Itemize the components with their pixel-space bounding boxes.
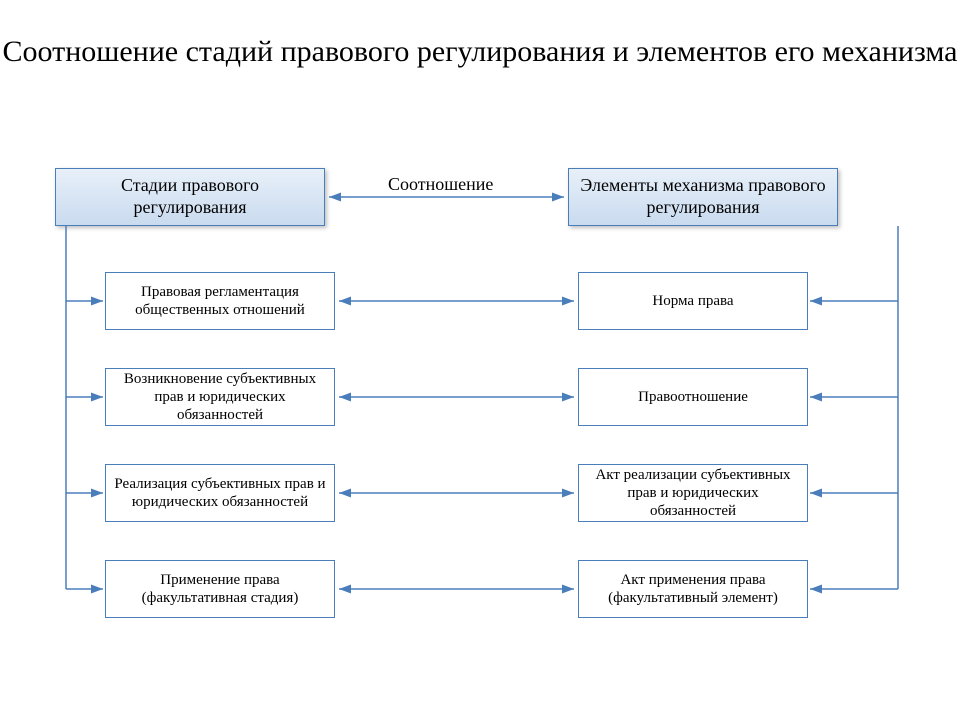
element-item-1: Правоотношение — [578, 368, 808, 426]
header-stages: Стадии правового регулирования — [55, 168, 325, 226]
stage-item-2: Реализация субъективных прав и юридическ… — [105, 464, 335, 522]
center-label: Соотношение — [388, 174, 493, 195]
element-item-2: Акт реализации субъективных прав и юриди… — [578, 464, 808, 522]
header-elements: Элементы механизма правового регулирован… — [568, 168, 838, 226]
stage-item-0: Правовая регламентация общественных отно… — [105, 272, 335, 330]
page-title: Соотношение стадий правового регулирован… — [0, 32, 960, 71]
element-item-3: Акт применения права (факультативный эле… — [578, 560, 808, 618]
stage-item-1: Возникновение субъективных прав и юридич… — [105, 368, 335, 426]
stage-item-3: Применение права (факультативная стадия) — [105, 560, 335, 618]
element-item-0: Норма права — [578, 272, 808, 330]
